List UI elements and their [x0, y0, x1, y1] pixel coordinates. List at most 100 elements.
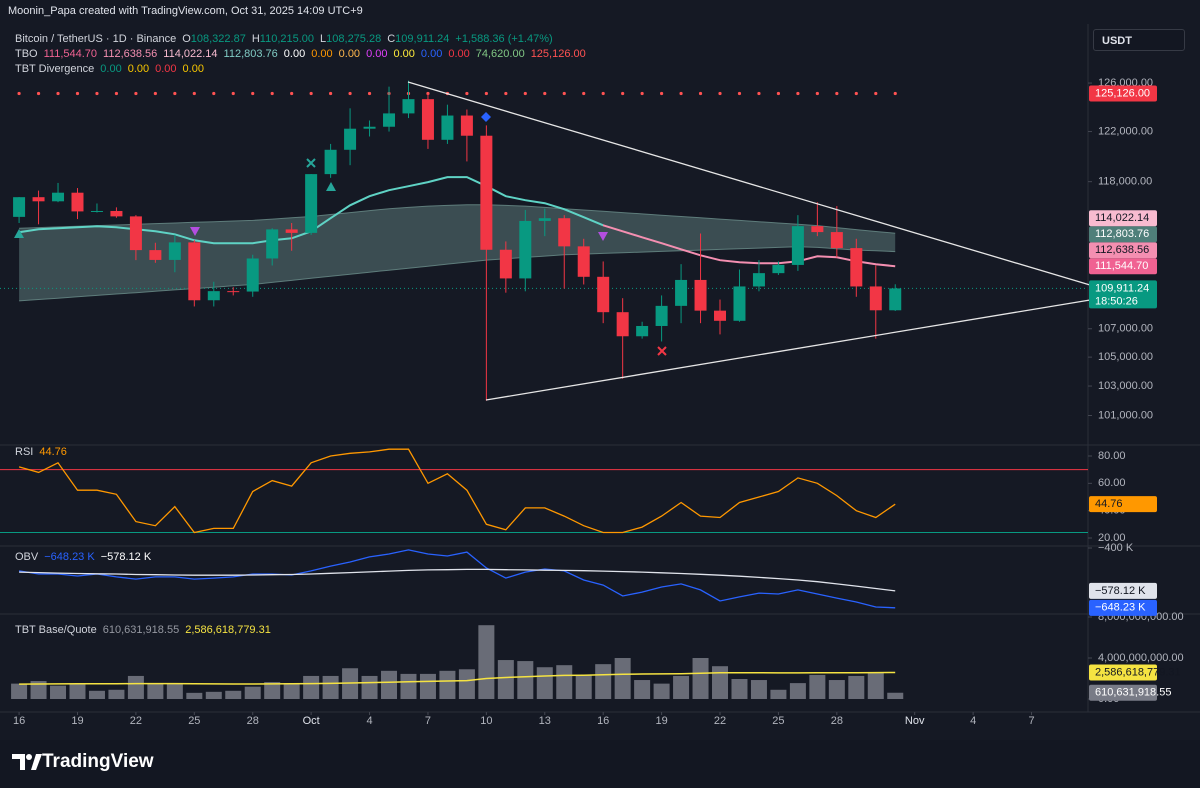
candle-body	[480, 135, 493, 250]
x-tick-label: 25	[772, 715, 784, 727]
bar	[186, 692, 203, 700]
x-tick-label: 13	[539, 715, 551, 727]
x-tick-label: 22	[130, 715, 142, 727]
level-dot	[426, 91, 430, 96]
level-dot	[17, 91, 21, 96]
bar	[673, 675, 690, 700]
level-dot	[640, 91, 644, 96]
axis-label-bg	[1089, 599, 1157, 616]
level-dot	[562, 91, 566, 96]
bar	[458, 669, 475, 700]
bar	[848, 675, 865, 700]
candle-body	[655, 305, 668, 326]
level-dot	[776, 91, 781, 96]
axis-label-bg	[1089, 664, 1157, 681]
indicator-value: 0.00	[338, 48, 361, 60]
candle-body	[869, 286, 882, 311]
logo-icon	[12, 754, 42, 770]
candle-body	[889, 288, 902, 311]
candle-body	[110, 210, 123, 217]
level-dot	[523, 91, 527, 96]
candle-body	[499, 249, 512, 279]
candle-body	[558, 218, 571, 247]
y-tick-label: 122,000.00	[1098, 125, 1153, 137]
candle-body	[616, 312, 629, 337]
axis-label: −648.23 K	[1095, 602, 1146, 614]
x-tick-label: 7	[425, 715, 431, 727]
currency-button[interactable]: USDT	[1093, 29, 1185, 51]
level-dot	[543, 91, 547, 96]
y-tick-label: 80.00	[1098, 450, 1126, 462]
bar	[264, 682, 281, 700]
bar	[381, 670, 398, 700]
level-dot	[95, 91, 99, 96]
bar	[419, 673, 436, 700]
bar	[478, 625, 495, 700]
axis-label-bg	[1089, 582, 1157, 599]
axis-label: 109,911.24	[1095, 282, 1149, 294]
x-tick-label: 25	[188, 715, 200, 727]
indicator-value: 0.00	[100, 63, 122, 75]
countdown: 18:50:26	[1095, 295, 1138, 307]
level-dot	[212, 91, 216, 96]
level-dot	[815, 91, 819, 96]
axis-label-bg	[1089, 85, 1157, 102]
level-dot	[290, 91, 294, 96]
legend: TBT Base/Quote 610,631,918.55 2,586,618,77…	[15, 623, 271, 637]
plot	[0, 80, 1088, 700]
ohlc-value: 108,322.87	[190, 33, 246, 45]
y-tick-label: 20.00	[1098, 532, 1126, 544]
level-dot	[270, 91, 274, 96]
bar	[439, 670, 456, 700]
x-tick-label: 10	[480, 715, 492, 727]
x-tick-label: 4	[366, 715, 372, 727]
candle-body	[850, 248, 863, 287]
level-dot	[582, 91, 586, 96]
level-dot	[854, 91, 858, 96]
bar	[361, 675, 378, 700]
indicator-value: 112,803.76	[223, 48, 278, 60]
candle-body	[791, 226, 804, 265]
bar	[809, 674, 826, 700]
candle-body	[305, 174, 318, 233]
level-dot	[621, 91, 625, 96]
candle-body	[266, 229, 279, 259]
candle-body	[441, 115, 454, 140]
ohlc-key: C	[387, 33, 396, 45]
signal-down	[598, 232, 608, 241]
bar	[614, 658, 631, 700]
y-tick-label: 103,000.00	[1098, 380, 1153, 392]
indicator-value: 0.00	[393, 48, 415, 60]
bar	[595, 664, 612, 700]
bar	[283, 683, 300, 700]
y-tick-label: 107,000.00	[1098, 323, 1153, 335]
level-dot	[757, 91, 761, 96]
indicator-value: 0.00	[366, 48, 388, 60]
indicator-value: 0.00	[420, 48, 443, 60]
candle-body	[188, 242, 201, 301]
bar	[731, 679, 748, 700]
candle-body	[519, 220, 532, 279]
candle-body	[733, 286, 746, 321]
indicator-value: 44.76	[39, 446, 67, 458]
candle-body	[772, 264, 785, 274]
change: +1,588.36 (+1.47%)	[455, 33, 553, 45]
cloud-edge	[19, 204, 896, 234]
candle-body	[207, 291, 220, 301]
indicator-line	[18, 549, 896, 609]
indicator-value: 2,586,618,779.31	[185, 624, 271, 636]
ohlc-value: 109,911.24	[395, 33, 450, 45]
level-dot	[114, 91, 119, 96]
indicator-value: 0.00	[182, 63, 204, 75]
bar	[828, 680, 845, 700]
level-dot	[251, 91, 255, 96]
level-dot	[134, 91, 138, 96]
logo-shape	[31, 754, 42, 770]
bar	[303, 675, 320, 700]
level-dot	[75, 91, 80, 96]
bar	[11, 683, 28, 700]
candle-body	[421, 99, 434, 140]
indicator-name: OBV	[15, 551, 39, 563]
trendline	[485, 299, 1091, 401]
